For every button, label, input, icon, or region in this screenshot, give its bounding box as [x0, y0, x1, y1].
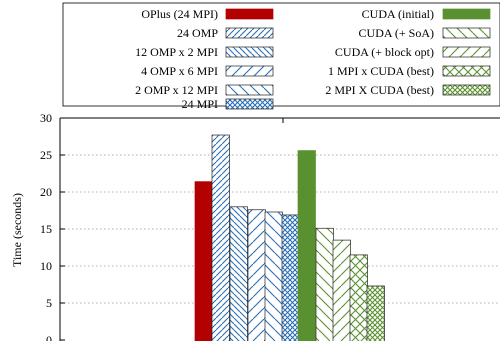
- legend-label: CUDA (initial): [362, 7, 434, 21]
- legend-swatch: [442, 65, 491, 77]
- legend-label: CUDA (+ block opt): [335, 45, 434, 59]
- legend-swatch: [225, 98, 274, 110]
- y-axis-label: Time (seconds): [10, 193, 24, 267]
- legend-label: 24 MPI: [182, 97, 218, 111]
- legend-entry-4-omp-x-6-mpi: 4 OMP x 6 MPI: [141, 64, 274, 78]
- legend-label: CUDA (+ SoA): [359, 26, 434, 40]
- legend-swatch: [442, 8, 491, 20]
- legend-label: 24 OMP: [177, 26, 218, 40]
- legend: OPlus (24 MPI) 24 OMP 12 OMP x 2 MPI 4 OMP …: [135, 7, 491, 111]
- legend-swatch: [225, 8, 274, 20]
- legend-label: OPlus (24 MPI): [141, 7, 218, 21]
- legend-entry-2-omp-x-12-mpi: 2 OMP x 12 MPI: [135, 83, 274, 97]
- legend-swatch: [442, 46, 491, 58]
- y-tick-label: 25: [40, 148, 52, 162]
- bar-1-mpi-x-cuda-best: [349, 254, 368, 341]
- legend-label: 2 MPI X CUDA (best): [325, 83, 434, 97]
- bar-24-omp: [211, 134, 230, 341]
- y-tick-label: 10: [40, 259, 52, 273]
- bar-cuda-initial: [297, 150, 316, 341]
- bar-oplus-24-mpi: [194, 181, 213, 341]
- bar-cuda-soa: [315, 227, 334, 341]
- legend-swatch: [225, 46, 274, 58]
- legend-entry-cuda-initial: CUDA (initial): [362, 7, 491, 21]
- legend-entry-oplus-24-mpi: OPlus (24 MPI): [141, 7, 274, 21]
- legend-swatch: [225, 65, 274, 77]
- y-tick-label: 20: [40, 185, 52, 199]
- legend-label: 4 OMP x 6 MPI: [141, 64, 218, 78]
- legend-swatch: [225, 27, 274, 39]
- bar-4-omp-x-6-mpi: [247, 209, 266, 341]
- legend-entry-cuda-soa: CUDA (+ SoA): [359, 26, 491, 40]
- legend-label: 2 OMP x 12 MPI: [135, 83, 218, 97]
- legend-swatch: [442, 84, 491, 96]
- bars: [194, 134, 385, 341]
- y-ticks: 0 5 10 15 20 25 30: [40, 111, 65, 341]
- legend-swatch: [225, 84, 274, 96]
- legend-entry-cuda-block-opt: CUDA (+ block opt): [335, 45, 491, 59]
- legend-entry-12-omp-x-2-mpi: 12 OMP x 2 MPI: [135, 45, 274, 59]
- legend-entry-1-mpi-x-cuda-best: 1 MPI x CUDA (best): [328, 64, 491, 78]
- legend-label: 1 MPI x CUDA (best): [328, 64, 434, 78]
- legend-swatch: [442, 27, 491, 39]
- y-tick-label: 0: [46, 333, 52, 341]
- legend-entry-24-mpi: 24 MPI: [182, 97, 274, 111]
- legend-box: [62, 2, 500, 107]
- y-tick-label: 30: [40, 111, 52, 125]
- bar-cuda-block-opt: [332, 239, 351, 341]
- bar-24-mpi: [281, 214, 300, 341]
- legend-label: 12 OMP x 2 MPI: [135, 45, 218, 59]
- bar-2-omp-x-12-mpi: [264, 211, 283, 341]
- legend-entry-2-mpi-x-cuda-best: 2 MPI X CUDA (best): [325, 83, 491, 97]
- bar-12-omp-x-2-mpi: [229, 206, 248, 341]
- legend-entry-24-omp: 24 OMP: [177, 26, 274, 40]
- y-tick-label: 5: [46, 296, 52, 310]
- bar-2-mpi-x-cuda-best: [366, 285, 385, 341]
- y-tick-label: 15: [40, 222, 52, 236]
